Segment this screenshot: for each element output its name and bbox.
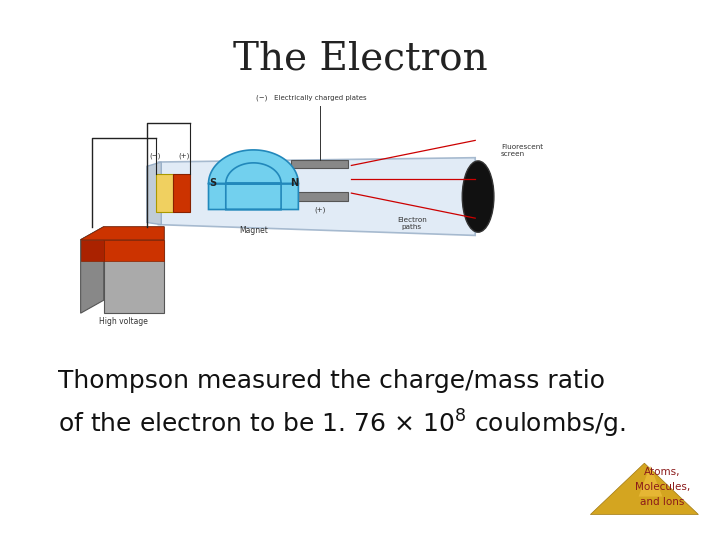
Text: (+): (+) bbox=[314, 207, 325, 213]
Polygon shape bbox=[156, 174, 173, 212]
Text: of the electron to be 1. 76 × 10$^{8}$ coulombs/g.: of the electron to be 1. 76 × 10$^{8}$ c… bbox=[58, 408, 626, 440]
Polygon shape bbox=[173, 174, 190, 212]
Polygon shape bbox=[81, 227, 164, 240]
Text: Thompson measured the charge/mass ratio: Thompson measured the charge/mass ratio bbox=[58, 369, 605, 393]
Text: (+): (+) bbox=[179, 153, 190, 159]
Polygon shape bbox=[104, 240, 164, 261]
Polygon shape bbox=[104, 240, 164, 313]
Text: The Electron: The Electron bbox=[233, 41, 487, 78]
Text: (−): (−) bbox=[150, 153, 161, 159]
Text: Molecules,: Molecules, bbox=[635, 482, 690, 492]
Polygon shape bbox=[147, 162, 161, 225]
Text: Fluorescent
screen: Fluorescent screen bbox=[501, 144, 544, 157]
Polygon shape bbox=[158, 158, 475, 235]
Text: N: N bbox=[289, 178, 298, 188]
Polygon shape bbox=[291, 160, 348, 168]
Polygon shape bbox=[81, 227, 164, 240]
Text: High voltage: High voltage bbox=[99, 317, 148, 326]
Text: and Ions: and Ions bbox=[640, 497, 685, 508]
Text: (−)   Electrically charged plates: (−) Electrically charged plates bbox=[256, 94, 367, 101]
Polygon shape bbox=[590, 463, 698, 515]
Polygon shape bbox=[81, 240, 104, 261]
Ellipse shape bbox=[462, 161, 494, 232]
Polygon shape bbox=[291, 192, 348, 201]
Text: Electron
paths: Electron paths bbox=[397, 217, 427, 230]
Text: S: S bbox=[210, 178, 217, 188]
Polygon shape bbox=[639, 465, 662, 497]
Polygon shape bbox=[81, 227, 104, 313]
Text: Atoms,: Atoms, bbox=[644, 467, 680, 477]
Text: Magnet: Magnet bbox=[239, 226, 268, 235]
Polygon shape bbox=[209, 150, 298, 210]
